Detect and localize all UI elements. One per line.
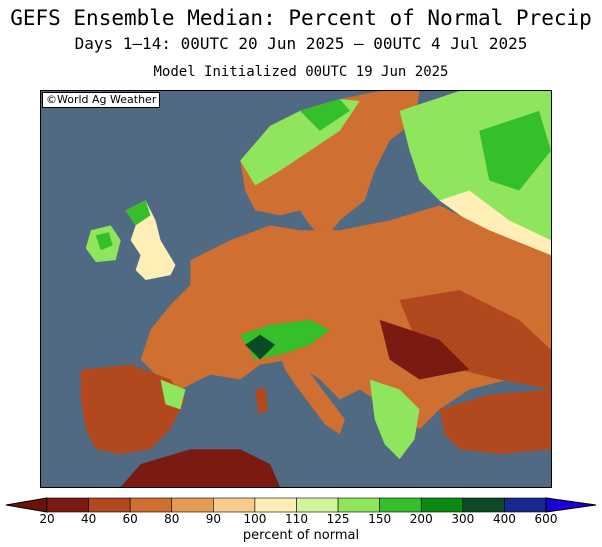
colorbar-bin — [129, 497, 173, 513]
colorbar-low-arrow — [5, 497, 48, 513]
colorbar-bin — [379, 497, 422, 513]
colorbar-tick-label: 110 — [285, 512, 308, 526]
precip-map — [40, 90, 552, 488]
map-title: GEFS Ensemble Median: Percent of Normal … — [10, 6, 592, 30]
colorbar-tick-label: 100 — [243, 512, 267, 526]
colorbar-tick-label: 200 — [409, 512, 433, 526]
colorbar-label: percent of normal — [242, 528, 360, 543]
valid-period: Days 1–14: 00UTC 20 Jun 2025 – 00UTC 4 J… — [74, 34, 528, 53]
colorbar — [5, 497, 597, 513]
balkans — [369, 379, 420, 460]
colorbar-bin — [296, 497, 339, 513]
credit-label: ©World Ag Weather — [42, 92, 161, 108]
colorbar-bin — [171, 497, 214, 513]
model-init: Model Initialized 00UTC 19 Jun 2025 — [153, 64, 449, 80]
colorbar-tick-label: 80 — [164, 512, 180, 526]
colorbar-bin — [420, 497, 464, 513]
italy — [280, 354, 345, 435]
colorbar-bin — [213, 497, 256, 513]
colorbar-bin — [504, 497, 547, 513]
colorbar-tick-label: 150 — [368, 512, 392, 526]
colorbar-bin — [46, 497, 89, 513]
colorbar-bin — [88, 497, 131, 513]
colorbar-bin — [254, 497, 297, 513]
colorbar-high-arrow — [545, 497, 597, 513]
colorbar-tick-label: 90 — [205, 512, 221, 526]
colorbar-tick-label: 20 — [39, 512, 55, 526]
colorbar-tick-label: 600 — [534, 512, 558, 526]
turkey — [439, 389, 551, 455]
colorbar-tick-label: 125 — [326, 512, 350, 526]
iberia — [80, 364, 186, 455]
colorbar-tick-label: 60 — [122, 512, 138, 526]
colorbar-tick-label: 300 — [451, 512, 475, 526]
colorbar-bin — [462, 497, 505, 513]
colorbar-bin — [337, 497, 380, 513]
north-africa — [120, 449, 281, 487]
colorbar-tick-label: 400 — [492, 512, 516, 526]
colorbar-tick-label: 40 — [80, 512, 97, 526]
